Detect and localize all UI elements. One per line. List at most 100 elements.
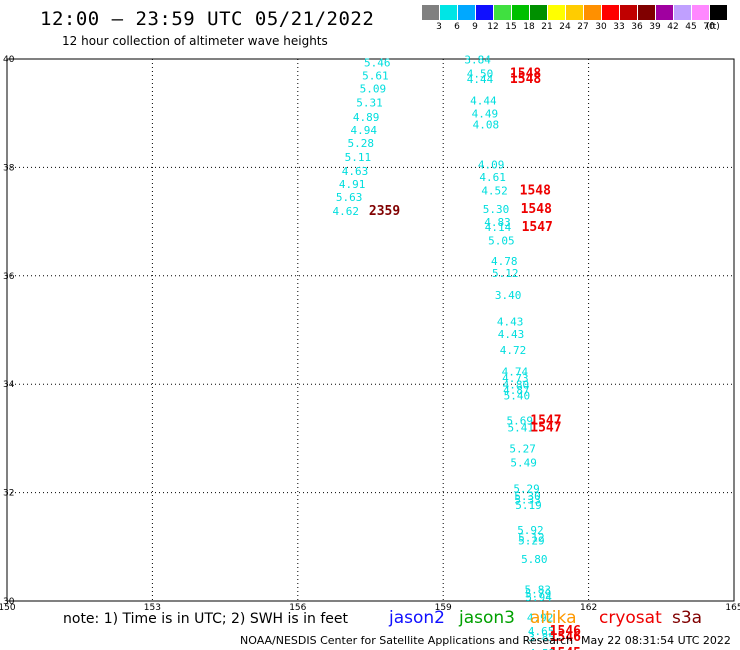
y-tick-label: 34	[3, 380, 15, 390]
wave-height-value: 5.79	[525, 588, 552, 601]
credit-line: NOAA/NESDIS Center for Satellite Applica…	[240, 634, 574, 647]
color-scale-label: 6	[454, 22, 460, 32]
generated-timestamp: May 22 08:31:54 UTC 2022	[581, 634, 731, 647]
wave-height-value: 5.69	[507, 414, 534, 427]
wave-height-value: 4.62	[333, 205, 360, 218]
wave-height-value: 5.12	[492, 267, 519, 280]
wave-height-value: 4.72	[500, 344, 527, 357]
legend-entry-jason2: jason2	[389, 608, 445, 628]
wave-height-value: 4.83	[484, 216, 511, 229]
color-swatch	[548, 5, 565, 20]
x-tick-label: 162	[580, 603, 597, 613]
color-swatch	[656, 5, 673, 20]
color-scale-label: 30	[595, 22, 607, 32]
axis-tick-labels: 150 153 156 159 162 165 40 38 36 34 32 30	[0, 55, 740, 613]
wave-height-value: 5.30	[514, 490, 541, 503]
wave-height-value: 5.11	[345, 151, 372, 164]
pass-time-label: 1548	[520, 184, 551, 199]
color-swatch	[422, 5, 439, 20]
satellite-legend: jason2 jason3 altika cryosat s3a	[0, 608, 740, 630]
pass-time-labels: 1548154815481548154715471547154615461545…	[369, 66, 581, 650]
pass-time-label: 1547	[522, 220, 553, 235]
wave-height-value: 5.30	[483, 203, 510, 216]
wave-height-value: 4.89	[353, 111, 380, 124]
wave-height-value: 5.29	[518, 535, 545, 548]
y-tick-label: 32	[3, 489, 14, 499]
color-scale-label: 36	[631, 22, 643, 32]
color-swatch	[638, 5, 655, 20]
color-scale-label: 33	[613, 22, 625, 32]
legend-entry-cryosat: cryosat	[599, 608, 662, 628]
wave-height-value: 4.49	[472, 108, 499, 121]
color-swatch	[512, 5, 529, 20]
color-swatch	[566, 5, 583, 20]
pass-time-label: 2359	[369, 204, 400, 219]
color-swatch	[530, 5, 547, 20]
x-tick-label: 153	[144, 603, 161, 613]
color-swatch	[710, 5, 727, 20]
wave-height-value: 4.91	[339, 178, 366, 191]
y-tick-label: 30	[3, 597, 15, 607]
color-swatch	[440, 5, 457, 20]
wave-height-value: 5.92	[517, 524, 544, 537]
color-scale-label: 12	[487, 22, 499, 32]
pass-time-label: 1546	[550, 630, 581, 645]
wave-height-value: 4.08	[473, 118, 500, 131]
color-scale-label: 70	[703, 22, 715, 32]
wave-height-value: 4.52	[481, 185, 508, 198]
color-scale-label: 39	[649, 22, 661, 32]
plot-frame	[6, 58, 735, 602]
wave-height-value: 4.43	[498, 328, 525, 341]
wave-height-value: 5.49	[510, 457, 537, 470]
wave-height-value: 5.05	[488, 234, 515, 247]
wave-height-value: 4.73	[502, 372, 529, 385]
y-tick-label: 36	[3, 272, 15, 282]
pass-time-label: 1548	[510, 72, 541, 87]
wave-height-value: 5.41	[507, 421, 534, 434]
wave-height-values: 5.465.615.095.314.894.945.285.114.634.91…	[333, 53, 556, 650]
color-swatch	[458, 5, 475, 20]
wave-height-value: 5.19	[515, 499, 542, 512]
wave-height-value: 5.12	[518, 531, 545, 544]
color-scale-label: 9	[472, 22, 478, 32]
color-swatch	[494, 5, 511, 20]
footnote: note: 1) Time is in UTC; 2) SWH is in fe…	[63, 611, 349, 627]
pass-time-label: 1548	[510, 66, 541, 81]
pass-time-label: 1547	[530, 420, 561, 435]
color-scale-label: 27	[577, 22, 589, 32]
y-tick-label: 40	[3, 55, 15, 65]
color-swatch	[584, 5, 601, 20]
wave-height-value: 5.46	[364, 57, 391, 70]
wave-height-value: 4.80	[503, 379, 530, 392]
pass-time-label: 1545	[550, 646, 581, 650]
wave-height-value: 4.63	[342, 165, 369, 178]
wave-height-value: 5.61	[362, 70, 389, 83]
wave-height-value: 5.28	[348, 137, 375, 150]
wave-height-value: 4.43	[497, 316, 524, 329]
color-scale-label: 42	[667, 22, 679, 32]
wave-height-value: 5.31	[356, 97, 383, 110]
color-scale-label: 3	[436, 22, 442, 32]
wave-height-value: 4.78	[491, 255, 518, 268]
color-scale-label: 24	[559, 22, 571, 32]
wave-height-value: 4.09	[478, 158, 505, 171]
chart-title: 12:00 — 23:59 UTC 05/21/2022	[40, 8, 375, 30]
color-swatch	[620, 5, 637, 20]
wave-height-value: 4.61	[479, 171, 506, 184]
legend-entry-altika: altika	[530, 608, 577, 628]
pass-time-label: 1546	[550, 624, 581, 639]
wave-height-value: 5.27	[509, 442, 536, 455]
wave-height-value: 5.09	[360, 83, 387, 96]
wave-height-value: 4.65	[528, 625, 555, 638]
pass-time-label: 1548	[521, 202, 552, 217]
legend-entry-s3a: s3a	[672, 608, 703, 628]
wave-height-value: 4.14	[485, 221, 512, 234]
wave-height-value: 3.40	[495, 289, 522, 302]
wave-height-value: 4.92	[527, 612, 554, 625]
color-scale-label: (ft)	[706, 22, 720, 32]
wave-height-value: 4.44	[467, 73, 494, 86]
pass-time-label: 1547	[530, 413, 561, 428]
wave-height-value: 5.29	[513, 483, 540, 496]
color-swatch	[602, 5, 619, 20]
